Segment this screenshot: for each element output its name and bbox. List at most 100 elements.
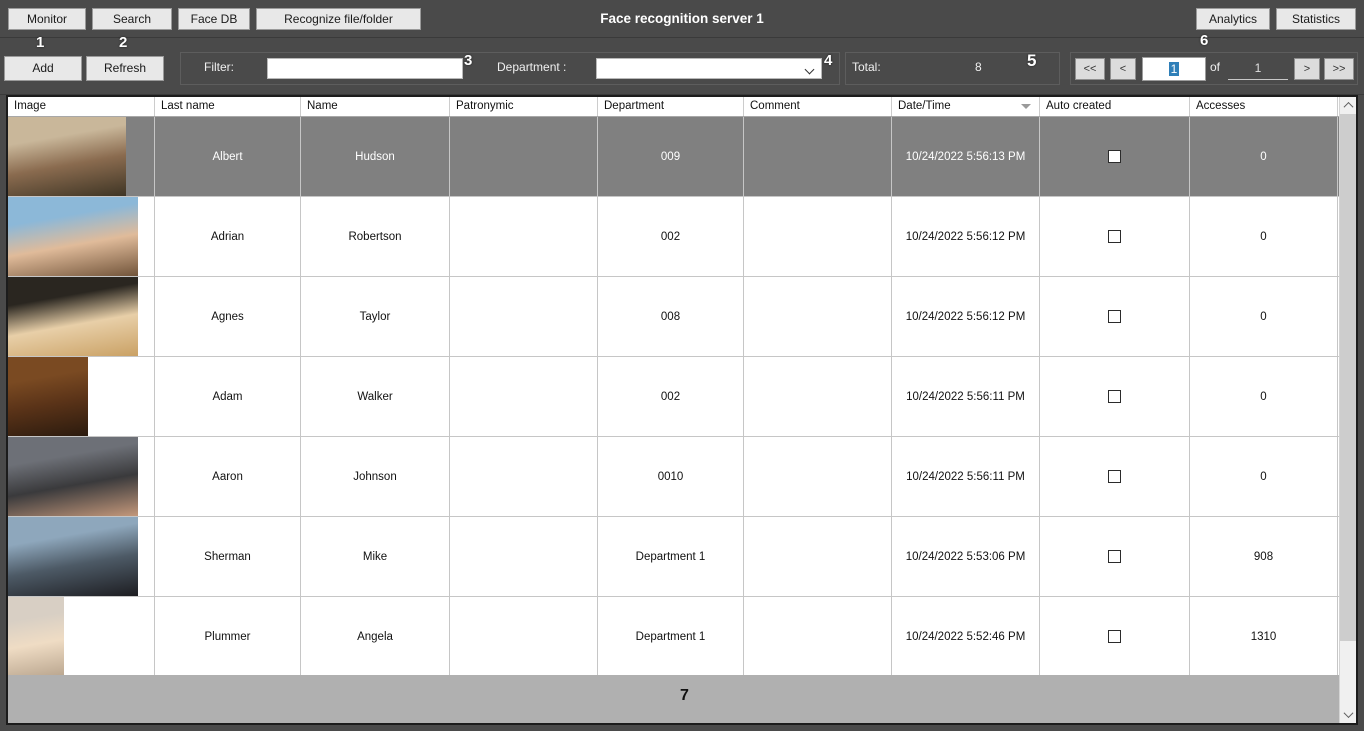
cell-text: Walker	[357, 390, 393, 403]
cell-accesses: 0	[1190, 357, 1338, 436]
cell-image	[8, 197, 155, 276]
cell-text: Sherman	[204, 550, 251, 563]
auto-created-checkbox[interactable]	[1108, 550, 1121, 563]
column-header-comment[interactable]: Comment	[744, 97, 892, 116]
grid-header-row: Image Last name Name Patronymic Department Co…	[8, 97, 1356, 117]
filter-input[interactable]	[267, 58, 463, 79]
pager-next-button[interactable]: >	[1294, 58, 1320, 80]
cell-date-time: 10/24/2022 5:56:12 PM	[892, 277, 1040, 356]
cell-text: Plummer	[204, 630, 251, 643]
column-header-date-time[interactable]: Date/Time	[892, 97, 1040, 116]
nav-left-group: Monitor Search Face DB Recognize file/fo…	[0, 7, 421, 30]
column-header-last-name[interactable]: Last name	[155, 97, 301, 116]
nav-button-face-db[interactable]: Face DB	[178, 7, 250, 30]
table-row[interactable]: Plummer Angela Department 1 10/24/2022 5:52…	[8, 597, 1356, 675]
auto-created-checkbox[interactable]	[1108, 630, 1121, 643]
cell-auto-created	[1040, 197, 1190, 276]
face-thumbnail	[8, 277, 138, 356]
cell-auto-created	[1040, 117, 1190, 196]
cell-text: Angela	[357, 630, 393, 643]
column-header-accesses[interactable]: Accesses	[1190, 97, 1338, 116]
auto-created-checkbox[interactable]	[1108, 230, 1121, 243]
pager-last-button[interactable]: >>	[1324, 58, 1354, 80]
column-header-department[interactable]: Department	[598, 97, 744, 116]
add-button[interactable]: Add	[4, 56, 82, 81]
column-header-label: Auto created	[1046, 100, 1112, 112]
table-row[interactable]: Aaron Johnson 0010 10/24/2022 5:56:11 PM 0	[8, 437, 1356, 517]
pager-first-button[interactable]: <<	[1075, 58, 1105, 80]
cell-date-time: 10/24/2022 5:56:13 PM	[892, 117, 1040, 196]
cell-comment	[744, 117, 892, 196]
cell-text: 10/24/2022 5:52:46 PM	[905, 630, 1026, 643]
department-dropdown[interactable]	[596, 58, 822, 79]
column-header-label: Last name	[161, 100, 215, 112]
cell-text: 10/24/2022 5:56:13 PM	[905, 150, 1026, 163]
cell-text: 10/24/2022 5:56:12 PM	[905, 230, 1026, 243]
column-header-image[interactable]: Image	[8, 97, 155, 116]
filter-toolbar: Add Refresh Filter: Department : Total: …	[0, 32, 1364, 95]
cell-auto-created	[1040, 357, 1190, 436]
cell-text: 0	[1260, 390, 1267, 403]
cell-text: 10/24/2022 5:53:06 PM	[905, 550, 1026, 563]
cell-name: Hudson	[301, 117, 450, 196]
cell-name: Johnson	[301, 437, 450, 516]
cell-department: 008	[598, 277, 744, 356]
pager-page-value: 1	[1168, 62, 1180, 76]
cell-comment	[744, 277, 892, 356]
table-row[interactable]: Adrian Robertson 002 10/24/2022 5:56:12 PM 0	[8, 197, 1356, 277]
nav-button-statistics[interactable]: Statistics	[1276, 8, 1356, 30]
column-header-auto-created[interactable]: Auto created	[1040, 97, 1190, 116]
table-row[interactable]: Albert Hudson 009 10/24/2022 5:56:13 PM 0	[8, 117, 1356, 197]
cell-text: Adam	[212, 390, 243, 403]
cell-department: 009	[598, 117, 744, 196]
annotation-7: 7	[680, 687, 689, 704]
table-row[interactable]: Agnes Taylor 008 10/24/2022 5:56:12 PM 0	[8, 277, 1356, 357]
pager-prev-button[interactable]: <	[1110, 58, 1136, 80]
cell-text: Department 1	[635, 630, 706, 643]
nav-button-analytics[interactable]: Analytics	[1196, 8, 1270, 30]
cell-comment	[744, 517, 892, 596]
cell-text: 0	[1260, 470, 1267, 483]
vertical-scrollbar[interactable]	[1339, 97, 1356, 723]
cell-patronymic	[450, 197, 598, 276]
grid-main: Image Last name Name Patronymic Department Co…	[8, 97, 1356, 723]
cell-text: 008	[660, 310, 681, 323]
cell-text: 908	[1253, 550, 1274, 563]
cell-patronymic	[450, 277, 598, 356]
cell-last-name: Adrian	[155, 197, 301, 276]
auto-created-checkbox[interactable]	[1108, 310, 1121, 323]
table-row[interactable]: Sherman Mike Department 1 10/24/2022 5:53:0…	[8, 517, 1356, 597]
table-row[interactable]: Adam Walker 002 10/24/2022 5:56:11 PM 0	[8, 357, 1356, 437]
cell-department: 002	[598, 197, 744, 276]
nav-button-recognize-file-folder[interactable]: Recognize file/folder	[256, 7, 421, 30]
scroll-up-arrow-icon[interactable]	[1340, 97, 1356, 114]
cell-image	[8, 517, 155, 596]
scroll-down-arrow-icon[interactable]	[1340, 706, 1356, 723]
pager-page-input[interactable]: 1	[1142, 57, 1206, 81]
nav-button-monitor[interactable]: Monitor	[8, 7, 86, 30]
cell-date-time: 10/24/2022 5:56:11 PM	[892, 357, 1040, 436]
cell-image	[8, 357, 155, 436]
cell-department: Department 1	[598, 597, 744, 675]
cell-accesses: 908	[1190, 517, 1338, 596]
scrollbar-thumb[interactable]	[1340, 114, 1356, 641]
cell-last-name: Aaron	[155, 437, 301, 516]
cell-department: 0010	[598, 437, 744, 516]
column-header-patronymic[interactable]: Patronymic	[450, 97, 598, 116]
total-value: 8	[975, 60, 982, 74]
grid-body: Albert Hudson 009 10/24/2022 5:56:13 PM 0 Adr…	[8, 117, 1356, 675]
auto-created-checkbox[interactable]	[1108, 150, 1121, 163]
cell-text: Hudson	[355, 150, 395, 163]
column-header-label: Department	[604, 100, 665, 112]
face-thumbnail	[8, 517, 138, 596]
sort-descending-icon	[1021, 104, 1031, 109]
total-label: Total:	[852, 60, 881, 74]
auto-created-checkbox[interactable]	[1108, 470, 1121, 483]
cell-accesses: 0	[1190, 197, 1338, 276]
nav-button-search[interactable]: Search	[92, 7, 172, 30]
column-header-label: Date/Time	[898, 100, 951, 112]
auto-created-checkbox[interactable]	[1108, 390, 1121, 403]
scrollbar-track[interactable]	[1340, 114, 1356, 706]
refresh-button[interactable]: Refresh	[86, 56, 164, 81]
column-header-name[interactable]: Name	[301, 97, 450, 116]
